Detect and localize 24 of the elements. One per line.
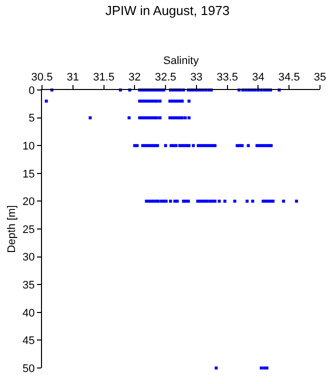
y-tick-label: 30 bbox=[22, 252, 35, 264]
y-axis-title: Depth [m] bbox=[6, 205, 18, 253]
y-tick-label: 45 bbox=[22, 335, 35, 348]
x-tick-label: 31 bbox=[66, 72, 80, 84]
y-tick-label: 5 bbox=[28, 112, 35, 125]
x-tick-label: 32.5 bbox=[154, 72, 176, 84]
x-tick-label: 35 bbox=[314, 72, 326, 84]
y-tick-label: 35 bbox=[22, 279, 35, 292]
y-tick-label: 15 bbox=[22, 168, 35, 180]
x-tick-label: 33 bbox=[190, 72, 203, 84]
y-tick-label: 0 bbox=[28, 84, 35, 97]
x-tick-label: 33.5 bbox=[216, 72, 238, 84]
x-tick-label: 34.5 bbox=[278, 72, 300, 84]
y-tick-label: 40 bbox=[22, 307, 35, 320]
y-tick-label: 25 bbox=[22, 224, 35, 236]
y-tick-label: 50 bbox=[22, 362, 35, 375]
x-tick-label: 32 bbox=[128, 72, 141, 84]
x-tick-label: 30.5 bbox=[31, 72, 53, 84]
y-tick-label: 10 bbox=[22, 140, 35, 152]
x-axis-title: Salinity bbox=[163, 55, 200, 68]
y-tick-label: 20 bbox=[22, 196, 35, 208]
x-tick-label: 31.5 bbox=[93, 72, 114, 84]
chart-title: JPIW in August, 1973 bbox=[105, 2, 230, 18]
x-tick-label: 34 bbox=[252, 72, 264, 84]
